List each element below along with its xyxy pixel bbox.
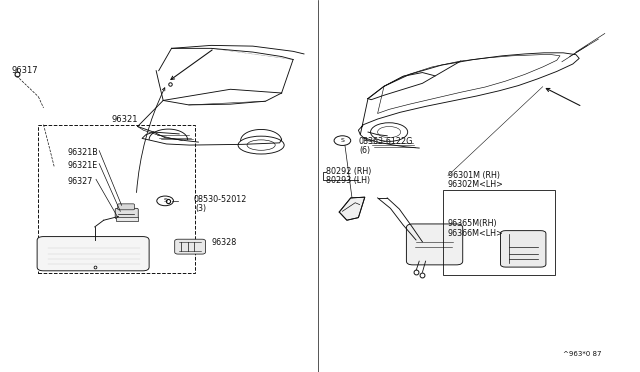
Text: 96321: 96321 <box>112 115 138 124</box>
FancyBboxPatch shape <box>37 237 149 271</box>
Text: S: S <box>163 198 167 203</box>
Text: 08363-6122G: 08363-6122G <box>358 137 413 146</box>
FancyBboxPatch shape <box>175 239 205 254</box>
Text: 80293 (LH): 80293 (LH) <box>326 176 371 185</box>
Text: 96321E: 96321E <box>67 161 97 170</box>
FancyBboxPatch shape <box>38 125 195 273</box>
Text: 08530-52012: 08530-52012 <box>194 195 247 203</box>
Text: 96327: 96327 <box>67 177 93 186</box>
Bar <box>443 190 555 275</box>
FancyBboxPatch shape <box>406 224 463 265</box>
FancyBboxPatch shape <box>500 231 546 267</box>
Text: 96301M (RH): 96301M (RH) <box>448 171 500 180</box>
Text: 96328: 96328 <box>211 238 236 247</box>
FancyBboxPatch shape <box>118 204 134 210</box>
Text: 96321B: 96321B <box>67 148 98 157</box>
FancyBboxPatch shape <box>116 217 138 221</box>
Polygon shape <box>339 197 365 220</box>
Text: 96317: 96317 <box>12 66 38 75</box>
FancyBboxPatch shape <box>115 208 138 219</box>
Text: (6): (6) <box>360 146 371 155</box>
Text: 80292 (RH): 80292 (RH) <box>326 167 372 176</box>
Text: 96366M<LH>: 96366M<LH> <box>448 229 504 238</box>
Text: 96302M<LH>: 96302M<LH> <box>448 180 504 189</box>
Text: ^963*0 87: ^963*0 87 <box>563 351 602 357</box>
Text: S: S <box>340 138 344 143</box>
Text: 96365M(RH): 96365M(RH) <box>448 219 498 228</box>
Text: (3): (3) <box>196 204 207 213</box>
